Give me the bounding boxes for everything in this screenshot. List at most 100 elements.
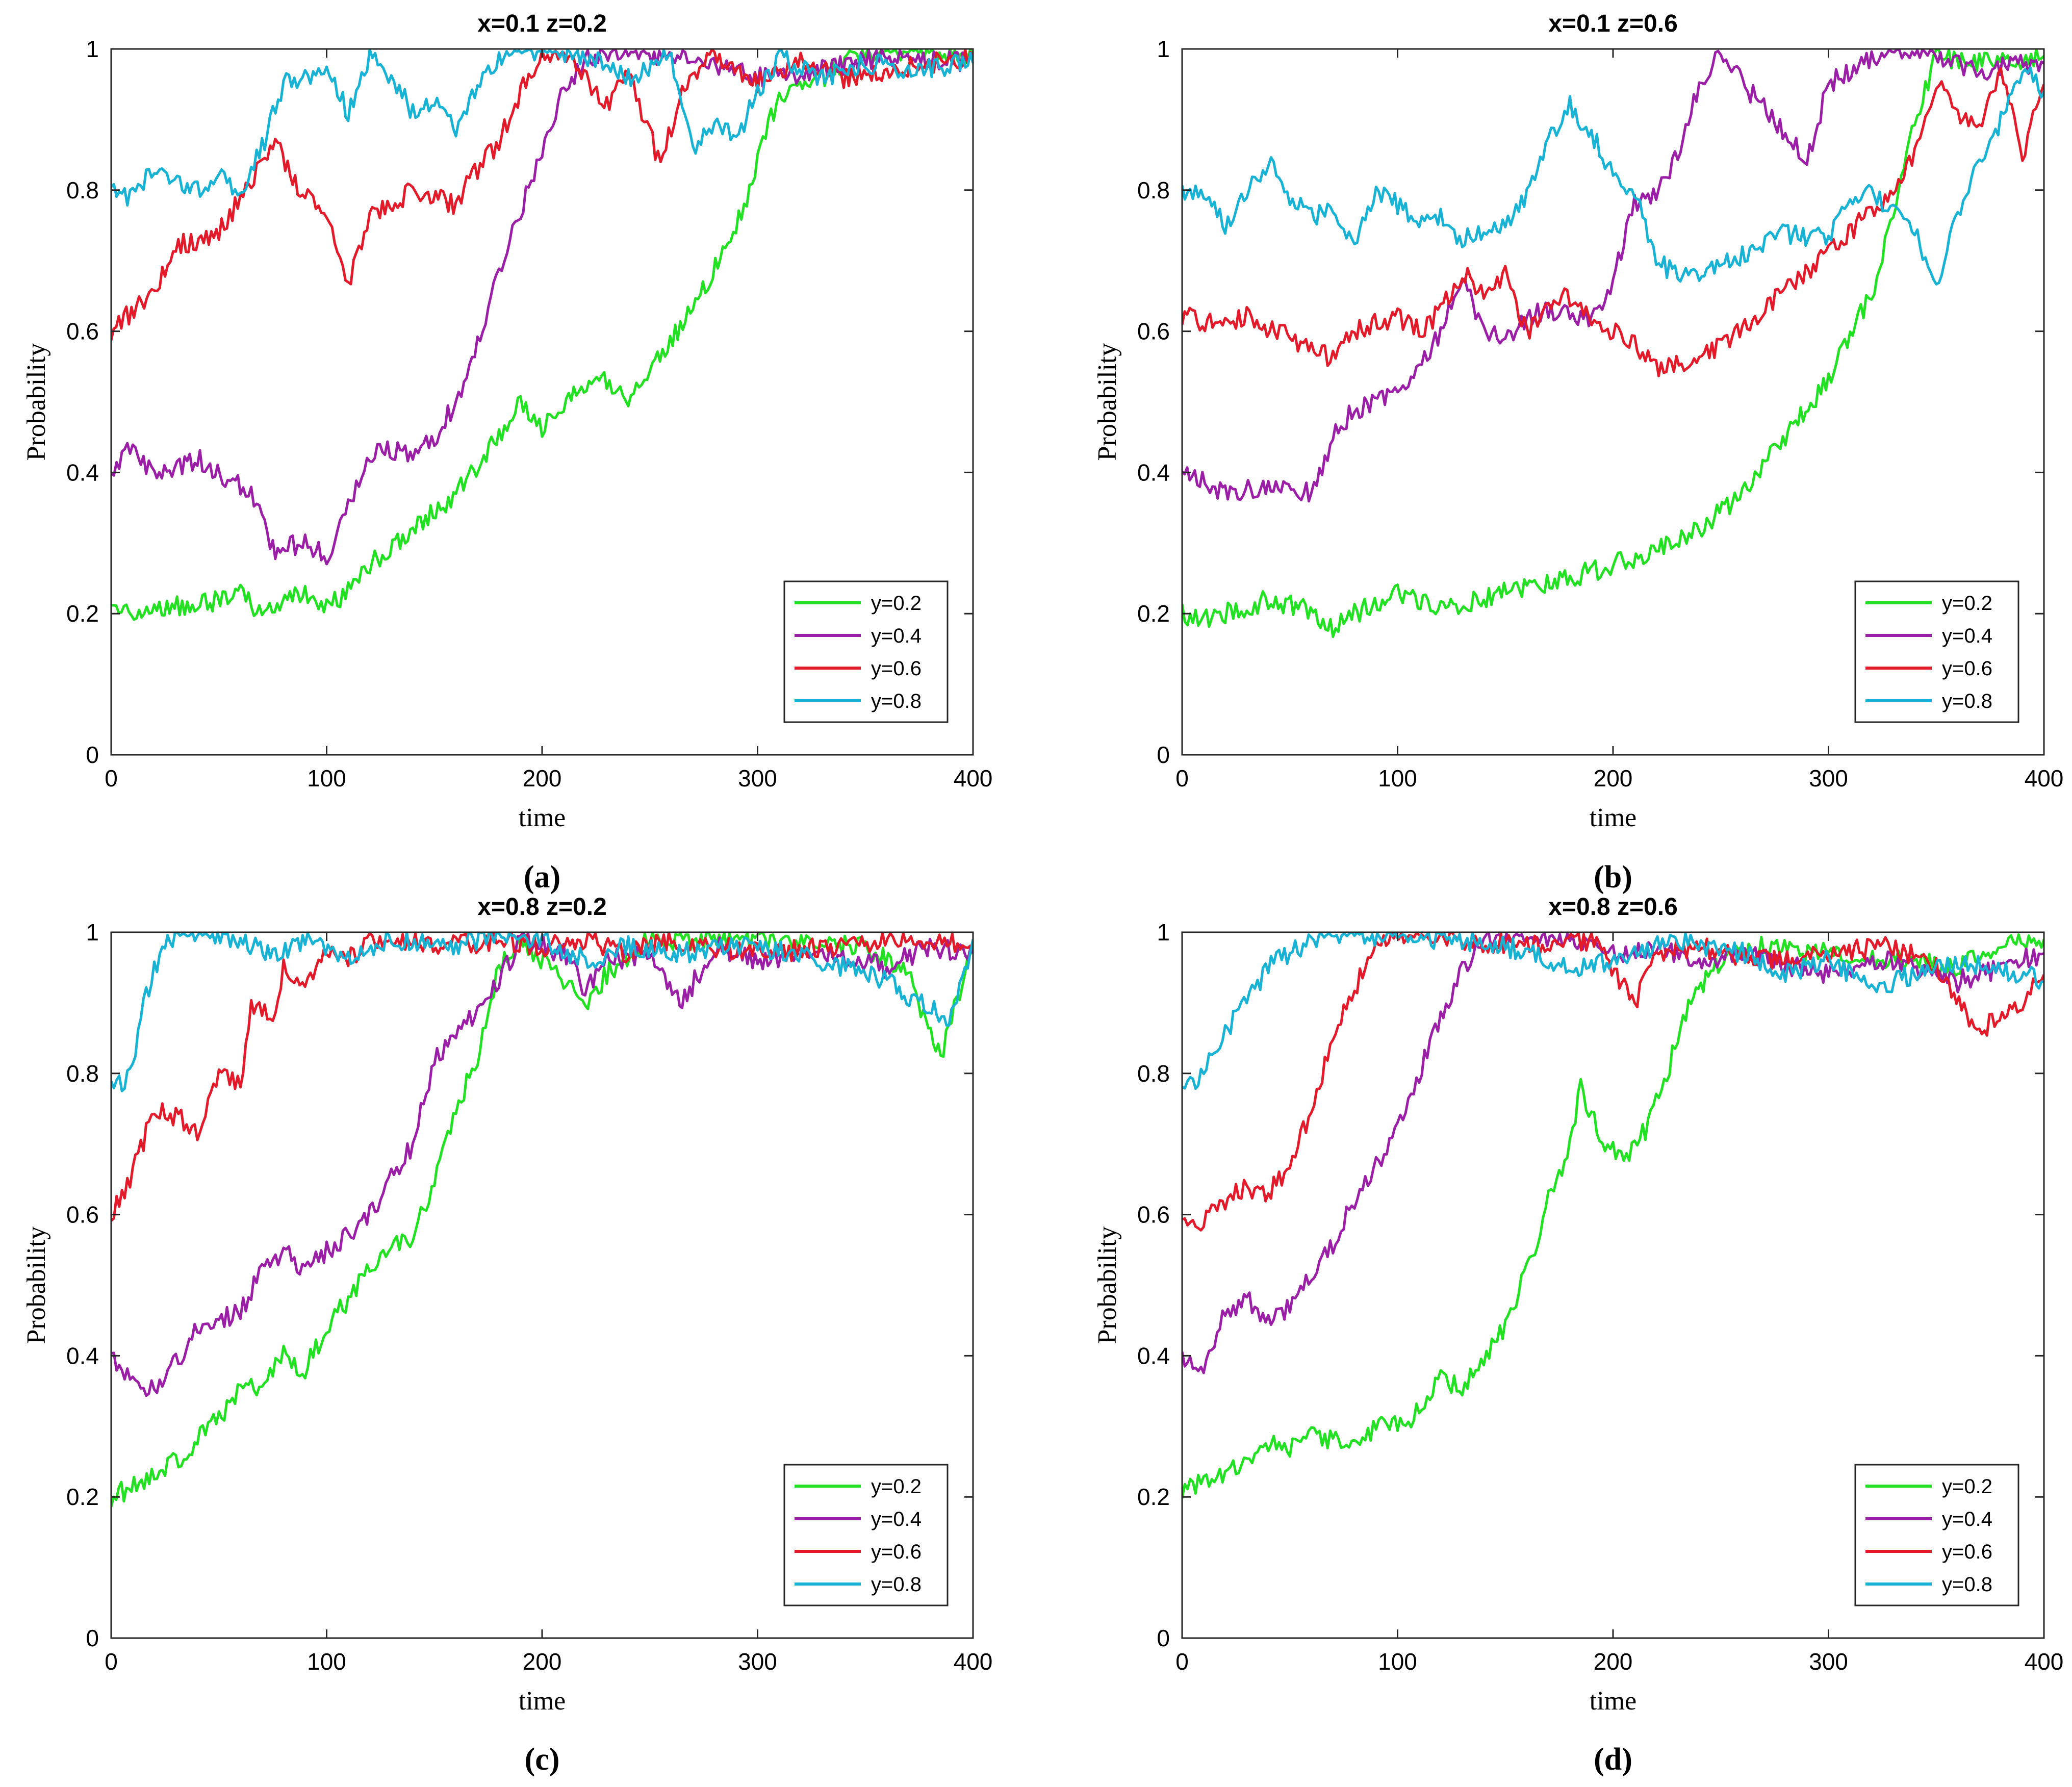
legend-box bbox=[1854, 580, 2019, 723]
series-line-y=0.2 bbox=[1182, 49, 2044, 639]
legend-label: y=0.2 bbox=[871, 1475, 922, 1498]
legend-label: y=0.8 bbox=[1942, 1573, 1992, 1596]
x-axis-label: time bbox=[1590, 1687, 1636, 1716]
legend: y=0.2 y=0.4 y=0.6 y=0.8 bbox=[1854, 1464, 2019, 1606]
panel-d: x=0.8 z=0.6 0 100 200 300 400 0 0.2 0.4 0.6 0.8 1 y… bbox=[1093, 894, 2063, 1777]
x-tick-label: 400 bbox=[954, 1648, 993, 1675]
series-line-y=0.8 bbox=[111, 49, 973, 207]
series-line-y=0.8 bbox=[1182, 932, 2044, 1090]
x-tick-label: 400 bbox=[954, 765, 993, 792]
plot-area: 0 100 200 300 400 0 0.2 0.4 0.6 0.8 1 y=0.2 y=0.4 y=0… bbox=[1137, 36, 2063, 792]
y-tick-label: 0.6 bbox=[1137, 318, 1170, 345]
x-tick-label: 0 bbox=[1175, 1648, 1189, 1675]
y-tick-label: 0.6 bbox=[66, 318, 99, 345]
x-tick-label: 0 bbox=[105, 1648, 118, 1675]
series-lines bbox=[111, 932, 973, 1508]
panel-caption: (b) bbox=[1594, 860, 1632, 895]
legend-label: y=0.6 bbox=[1942, 657, 1992, 680]
legend-label: y=0.2 bbox=[871, 592, 922, 615]
x-tick-label: 400 bbox=[2025, 765, 2064, 792]
y-tick-label: 0.8 bbox=[66, 177, 99, 203]
x-tick-label: 0 bbox=[1175, 765, 1189, 792]
series-line-y=0.6 bbox=[111, 932, 973, 1222]
y-tick-label: 0 bbox=[1157, 1625, 1170, 1651]
series-line-y=0.6 bbox=[1182, 932, 2044, 1232]
y-tick-label: 1 bbox=[1157, 36, 1170, 62]
series-lines bbox=[1182, 49, 2044, 639]
y-tick-label: 1 bbox=[86, 919, 99, 946]
series-lines bbox=[1182, 932, 2044, 1499]
plot-area: 0 100 200 300 40000.20.40.60.81y=0.2y=0.4y=0… bbox=[1137, 919, 2063, 1675]
x-tick-label: 300 bbox=[1809, 1648, 1848, 1675]
y-tick-label: 0 bbox=[1157, 742, 1170, 768]
series-line-y=0.6 bbox=[1182, 67, 2044, 377]
panel-a: x=0.1 z=0.2 0 100 200 300 400 0 0.2 0.4 0.6 0.8 1 y… bbox=[22, 10, 992, 895]
x-tick-label: 100 bbox=[1378, 1648, 1417, 1675]
x-tick-label: 200 bbox=[523, 1648, 562, 1675]
x-tick-label: 300 bbox=[738, 1648, 777, 1675]
plot-area: 0 100 200 300 40000.20.40.60.81y=0.2y=0.4y=0… bbox=[66, 919, 992, 1675]
series-line-y=0.8 bbox=[111, 932, 973, 1092]
y-axis-label: Probability bbox=[1093, 343, 1122, 461]
legend-label: y=0.8 bbox=[871, 1573, 922, 1596]
x-tick-label: 400 bbox=[2025, 1648, 2064, 1675]
x-tick-label: 200 bbox=[1594, 765, 1633, 792]
legend-label: y=0.6 bbox=[871, 657, 922, 680]
legend-label: y=0.6 bbox=[1942, 1541, 1992, 1563]
y-axis-label: Probability bbox=[1093, 1226, 1122, 1344]
legend: y=0.2 y=0.4 y=0.6 y=0.8 bbox=[783, 1464, 949, 1606]
y-tick-label: 0.2 bbox=[66, 1484, 99, 1510]
legend-label: y=0.4 bbox=[1942, 625, 1992, 647]
y-tick-label: 0.8 bbox=[1137, 1060, 1170, 1087]
y-axis-label: Probability bbox=[22, 343, 51, 461]
x-tick-label: 100 bbox=[307, 1648, 346, 1675]
x-tick-label: 200 bbox=[523, 765, 562, 792]
y-tick-label: 0.2 bbox=[1137, 1484, 1170, 1510]
x-tick-label: 300 bbox=[738, 765, 777, 792]
legend-label: y=0.4 bbox=[871, 625, 922, 647]
y-tick-label: 0.2 bbox=[66, 600, 99, 627]
y-tick-label: 1 bbox=[86, 36, 99, 62]
y-tick-label: 0.8 bbox=[66, 1060, 99, 1087]
chart-title: x=0.8 z=0.2 bbox=[477, 894, 607, 921]
legend-label: y=0.8 bbox=[871, 690, 922, 712]
y-tick-label: 1 bbox=[1157, 919, 1170, 946]
x-tick-label: 0 bbox=[105, 765, 118, 792]
series-line-y=0.4 bbox=[111, 932, 973, 1397]
x-tick-label: 100 bbox=[307, 765, 346, 792]
series-line-y=0.4 bbox=[1182, 49, 2044, 503]
x-tick-label: 200 bbox=[1594, 1648, 1633, 1675]
legend-label: y=0.4 bbox=[1942, 1508, 1992, 1530]
series-line-y=0.8 bbox=[1182, 66, 2044, 286]
panel-b: x=0.1 z=0.6 0 100 200 300 400 0 0.2 0.4 0.6 0.8 1 y… bbox=[1093, 10, 2063, 895]
x-axis-label: time bbox=[519, 803, 566, 832]
panel-c: x=0.8 z=0.2 0 100 200 300 400 0 0.2 0.4 0.6 0.8 1 y… bbox=[22, 894, 992, 1777]
y-tick-label: 0.2 bbox=[1137, 600, 1170, 627]
panel-caption: (c) bbox=[525, 1742, 560, 1777]
chart-title: x=0.1 z=0.6 bbox=[1548, 10, 1678, 37]
legend-box bbox=[783, 580, 949, 723]
x-tick-label: 100 bbox=[1378, 765, 1417, 792]
x-axis-label: time bbox=[1590, 803, 1636, 832]
y-tick-label: 0.4 bbox=[1137, 1342, 1170, 1369]
y-tick-label: 0.8 bbox=[1137, 177, 1170, 203]
legend: y=0.2 y=0.4 y=0.6 y=0.8 bbox=[783, 580, 949, 723]
legend-label: y=0.2 bbox=[1942, 592, 1992, 615]
y-tick-label: 0 bbox=[86, 1625, 99, 1651]
y-axis-label: Probability bbox=[22, 1226, 51, 1344]
y-tick-label: 0.6 bbox=[1137, 1202, 1170, 1228]
x-tick-label: 300 bbox=[1809, 765, 1848, 792]
series-lines bbox=[111, 49, 973, 621]
chart-title: x=0.1 z=0.2 bbox=[477, 10, 607, 37]
x-axis-label: time bbox=[519, 1687, 566, 1716]
y-tick-label: 0.4 bbox=[1137, 459, 1170, 486]
chart-title: x=0.8 z=0.6 bbox=[1548, 894, 1678, 921]
y-tick-label: 0.4 bbox=[66, 1342, 99, 1369]
legend-label: y=0.6 bbox=[871, 1541, 922, 1563]
y-tick-label: 0.4 bbox=[66, 459, 99, 486]
legend: y=0.2 y=0.4 y=0.6 y=0.8 bbox=[1854, 580, 2019, 723]
legend-label: y=0.4 bbox=[871, 1508, 922, 1530]
panel-caption: (d) bbox=[1594, 1742, 1632, 1777]
series-line-y=0.2 bbox=[111, 932, 973, 1508]
